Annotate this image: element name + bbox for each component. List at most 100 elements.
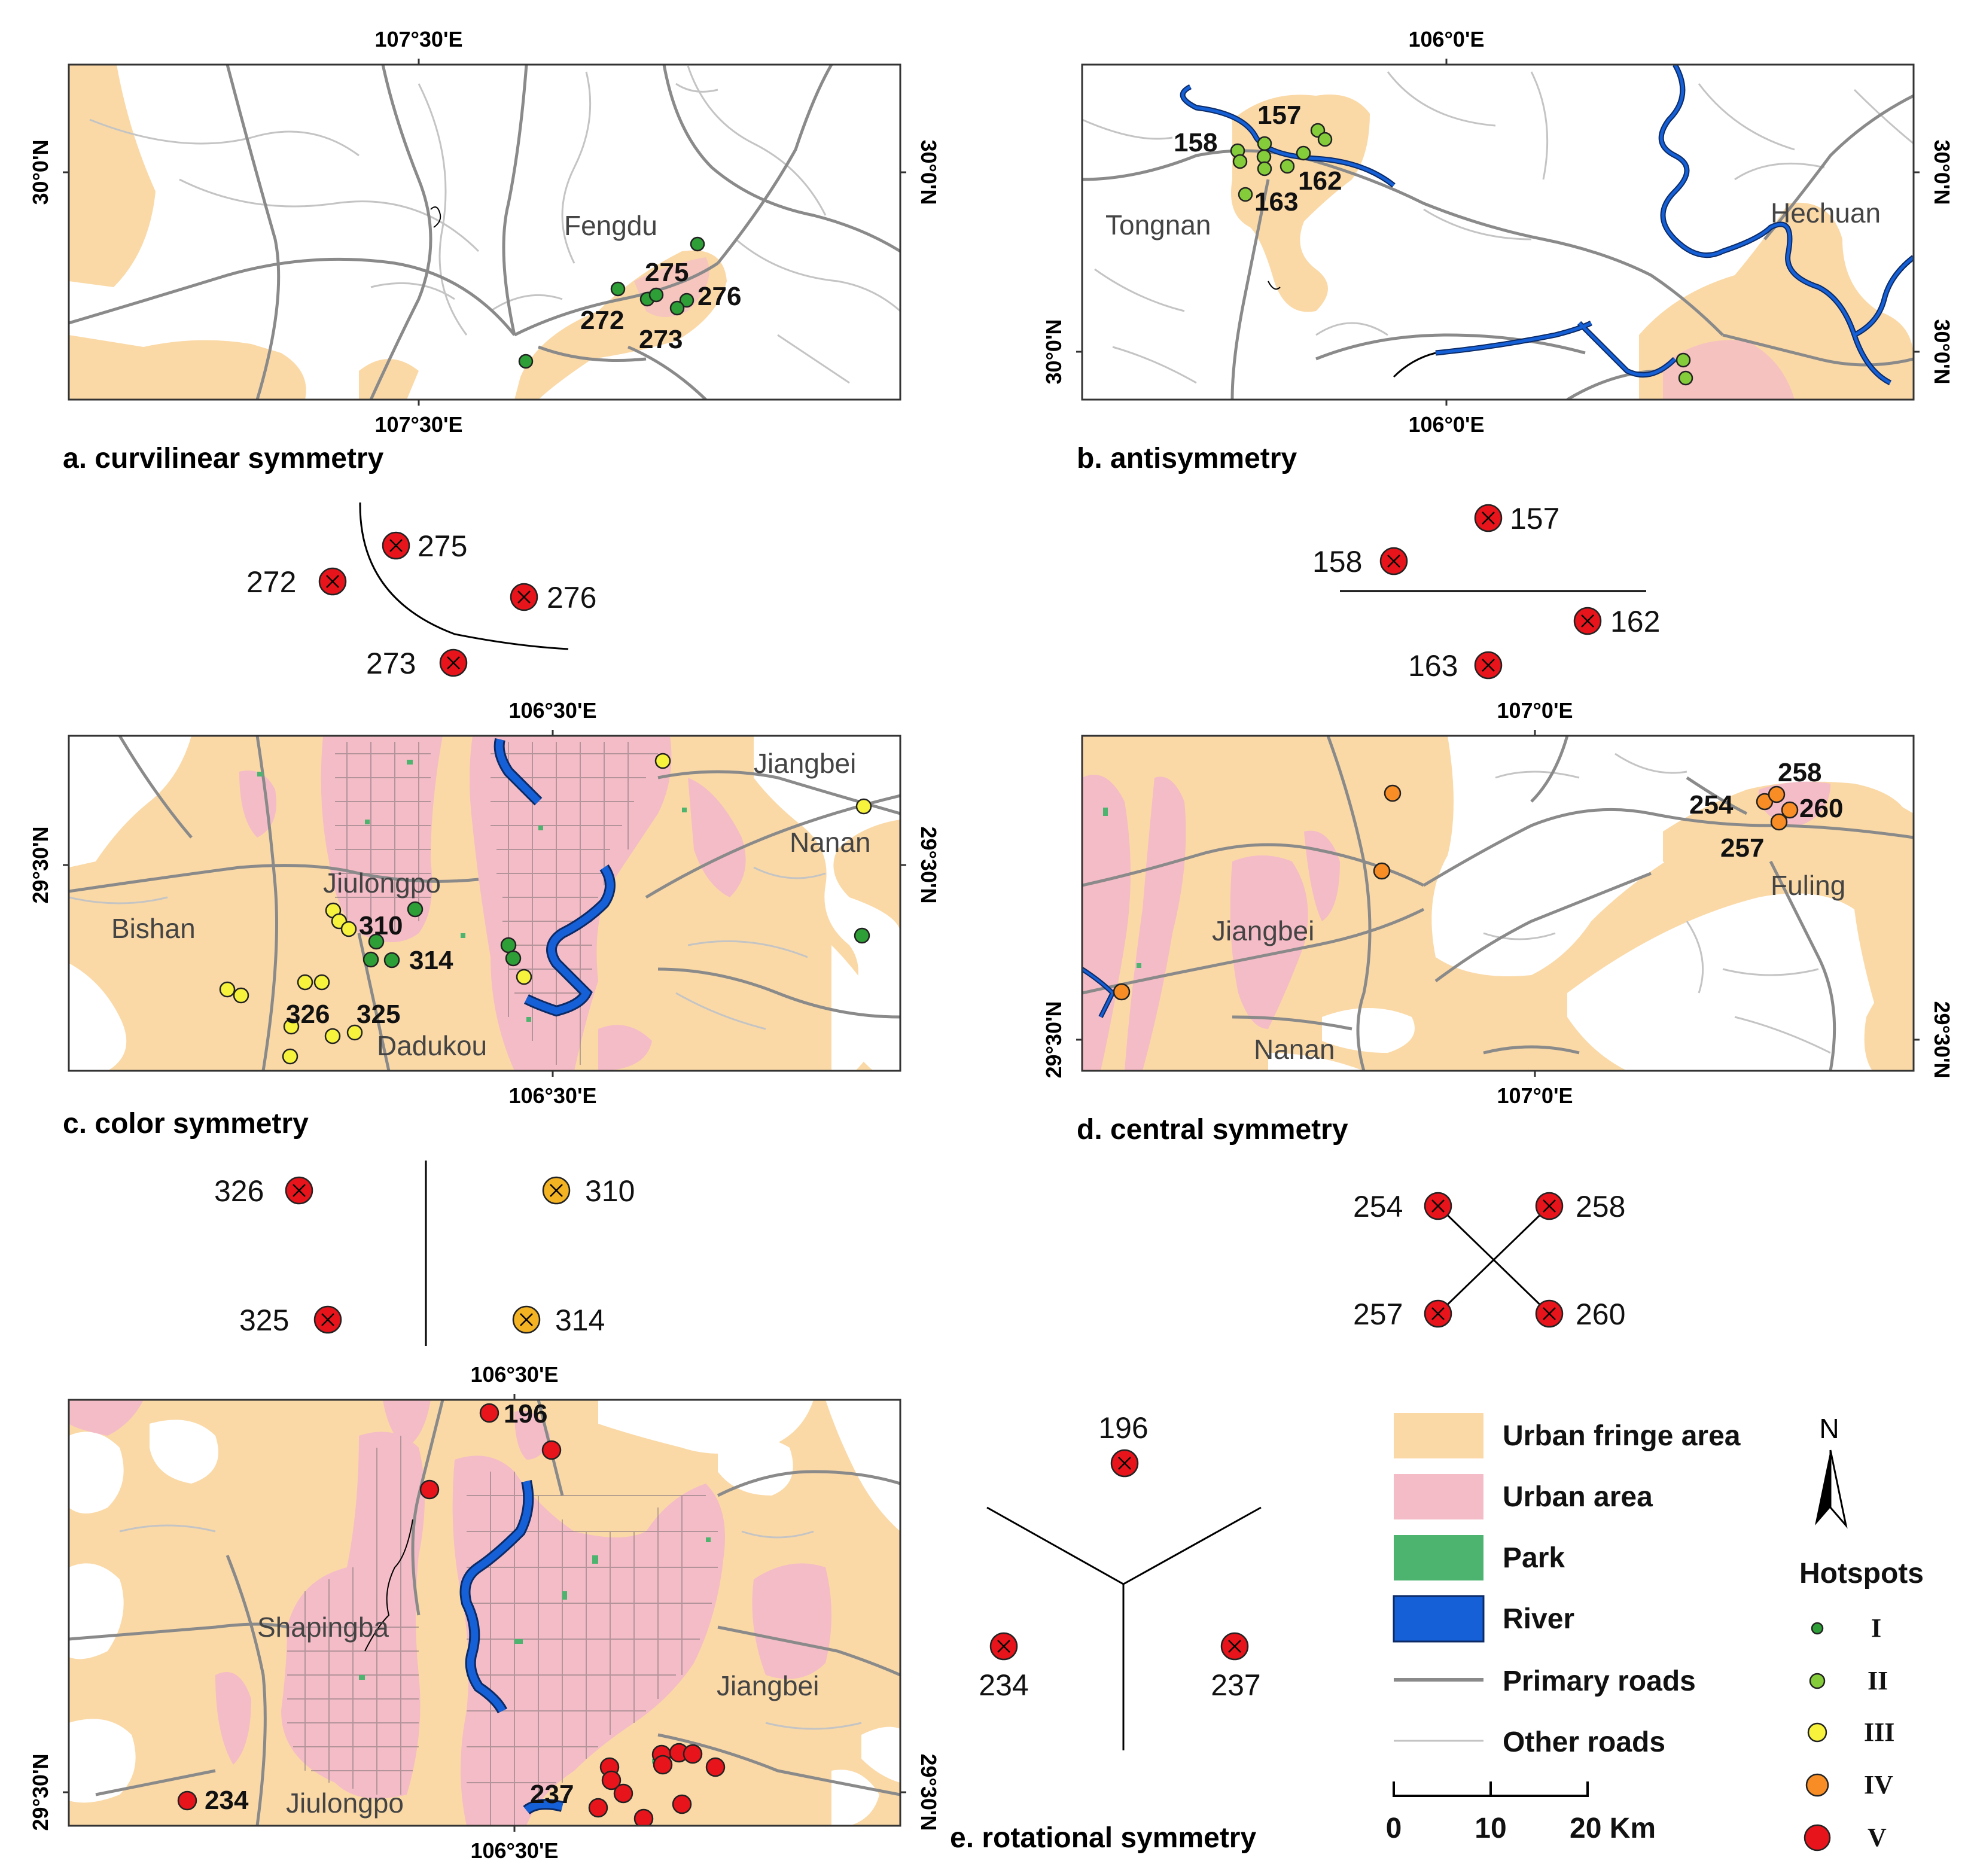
- hotspot-point[interactable]: [1257, 161, 1272, 176]
- hotspot-point[interactable]: [282, 1048, 298, 1065]
- hotspot-point[interactable]: [324, 1028, 341, 1044]
- legend-label: Urban area: [1503, 1481, 1653, 1513]
- urban-area: [1230, 855, 1308, 1029]
- hotspot-point[interactable]: [1373, 862, 1391, 880]
- hotspot-point[interactable]: [383, 952, 400, 969]
- diagram-label: 325: [239, 1304, 289, 1337]
- longitude-label: 106°0'E: [1408, 412, 1484, 437]
- hotspot-point[interactable]: [690, 236, 705, 252]
- hotspot-point[interactable]: [219, 981, 236, 998]
- hotspot-point[interactable]: [1238, 187, 1253, 202]
- hotspot-point[interactable]: [346, 1024, 363, 1041]
- hotspot-point[interactable]: [1280, 159, 1295, 174]
- hotspot-point[interactable]: [1232, 154, 1248, 169]
- hotspot-point[interactable]: [1256, 149, 1272, 165]
- hotspot-point[interactable]: [407, 901, 424, 918]
- hotspot-label: 196: [504, 1399, 547, 1429]
- diagram-d: 254 258 257 260: [1353, 1190, 1625, 1331]
- hotspot-point[interactable]: [648, 287, 664, 303]
- longitude-label: 106°30'E: [470, 1838, 558, 1863]
- place-label: Nanan: [790, 827, 871, 858]
- scale-label: 10: [1475, 1813, 1506, 1844]
- hotspot-label: 163: [1254, 187, 1298, 217]
- panel-caption: c. color symmetry: [63, 1108, 309, 1140]
- latitude-label: 30°0'N: [28, 139, 53, 205]
- hotspot-point[interactable]: [1384, 784, 1402, 802]
- place-label: Fengdu: [564, 210, 657, 241]
- diagram-label: 272: [246, 565, 296, 599]
- hotspot-point[interactable]: [1257, 136, 1272, 151]
- urban-area: [752, 1563, 831, 1679]
- hotspot-point[interactable]: [419, 1479, 440, 1500]
- north-arrow-icon: N: [1815, 1413, 1848, 1529]
- hotspot-point[interactable]: [653, 1755, 673, 1775]
- scale-label: 0: [1386, 1813, 1402, 1844]
- diagram-label: 196: [1098, 1411, 1148, 1445]
- urban-area: [452, 1455, 725, 1826]
- hotspot-point[interactable]: [610, 281, 626, 297]
- hotspot-point[interactable]: [1781, 801, 1799, 819]
- hotspot-label: 325: [357, 1000, 400, 1029]
- hotspot-point[interactable]: [541, 1440, 562, 1460]
- legend-swatch-fringe: [1394, 1413, 1483, 1458]
- urban-area: [321, 736, 443, 942]
- hotspot-point[interactable]: [479, 1403, 499, 1423]
- hotspot-point[interactable]: [588, 1798, 608, 1818]
- hotspot-point[interactable]: [672, 1794, 692, 1814]
- hotspot-point[interactable]: [313, 974, 330, 991]
- urban-area: [1082, 775, 1131, 1071]
- place-label: Tongnan: [1105, 209, 1211, 240]
- hotspot-point[interactable]: [654, 753, 671, 769]
- hotspot-point[interactable]: [1676, 352, 1691, 368]
- hotspot-point[interactable]: [233, 987, 249, 1004]
- diagram-label: 254: [1353, 1190, 1403, 1223]
- place-label: Shapingba: [257, 1612, 389, 1643]
- hotspot-point[interactable]: [679, 293, 694, 308]
- hotspot-point[interactable]: [683, 1744, 703, 1764]
- hotspot-point[interactable]: [1768, 785, 1786, 803]
- hotspot-label: 260: [1799, 794, 1843, 823]
- urban-area: [239, 770, 276, 838]
- diagram-label: 258: [1576, 1190, 1625, 1223]
- hotspot-point[interactable]: [601, 1770, 622, 1790]
- hotspot-point[interactable]: [1113, 983, 1131, 1001]
- hotspot-point[interactable]: [613, 1783, 633, 1804]
- legend-swatch-park: [1394, 1535, 1483, 1580]
- place-label: Jiulongpo: [323, 867, 441, 899]
- latitude-label: 29°30'N: [28, 1753, 53, 1831]
- hotspot-point[interactable]: [505, 950, 522, 967]
- panel-caption: e. rotational symmetry: [950, 1822, 1256, 1854]
- legend-label: River: [1503, 1603, 1574, 1635]
- hotspot-point[interactable]: [854, 927, 870, 944]
- legend-label: Urban fringe area: [1503, 1420, 1741, 1452]
- hotspot-point[interactable]: [368, 933, 385, 950]
- longitude-label: 106°30'E: [508, 1083, 596, 1108]
- diagram-a: 275 272 276 273: [246, 502, 596, 680]
- legend-hotspot-III: [1807, 1722, 1827, 1743]
- hotspot-point[interactable]: [669, 300, 685, 316]
- hotspot-point[interactable]: [516, 969, 532, 985]
- hotspot-point[interactable]: [340, 921, 357, 937]
- diagram-label: 275: [418, 529, 467, 563]
- hotspot-point[interactable]: [1296, 145, 1311, 161]
- hotspot-point[interactable]: [283, 1018, 300, 1035]
- legend-class-label: II: [1868, 1666, 1888, 1695]
- hotspot-point[interactable]: [855, 798, 872, 815]
- hotspot-point[interactable]: [177, 1790, 197, 1811]
- diagram-label: 314: [555, 1304, 605, 1337]
- hotspot-point[interactable]: [297, 974, 313, 991]
- hotspot-point[interactable]: [705, 1757, 726, 1777]
- hotspot-label: 314: [409, 946, 453, 975]
- hotspot-point[interactable]: [1317, 132, 1333, 147]
- hotspot-point[interactable]: [362, 951, 379, 968]
- hotspot-point[interactable]: [500, 937, 517, 954]
- hotspot-point[interactable]: [633, 1808, 654, 1828]
- symmetry-line: [1437, 1205, 1550, 1315]
- hotspot-point[interactable]: [1770, 813, 1788, 831]
- diagram-label: 260: [1576, 1298, 1625, 1331]
- hotspot-point[interactable]: [518, 354, 534, 369]
- legend-hotspot-V: [1804, 1824, 1831, 1851]
- diagram-label: 158: [1312, 545, 1362, 578]
- hotspot-point[interactable]: [1678, 370, 1693, 386]
